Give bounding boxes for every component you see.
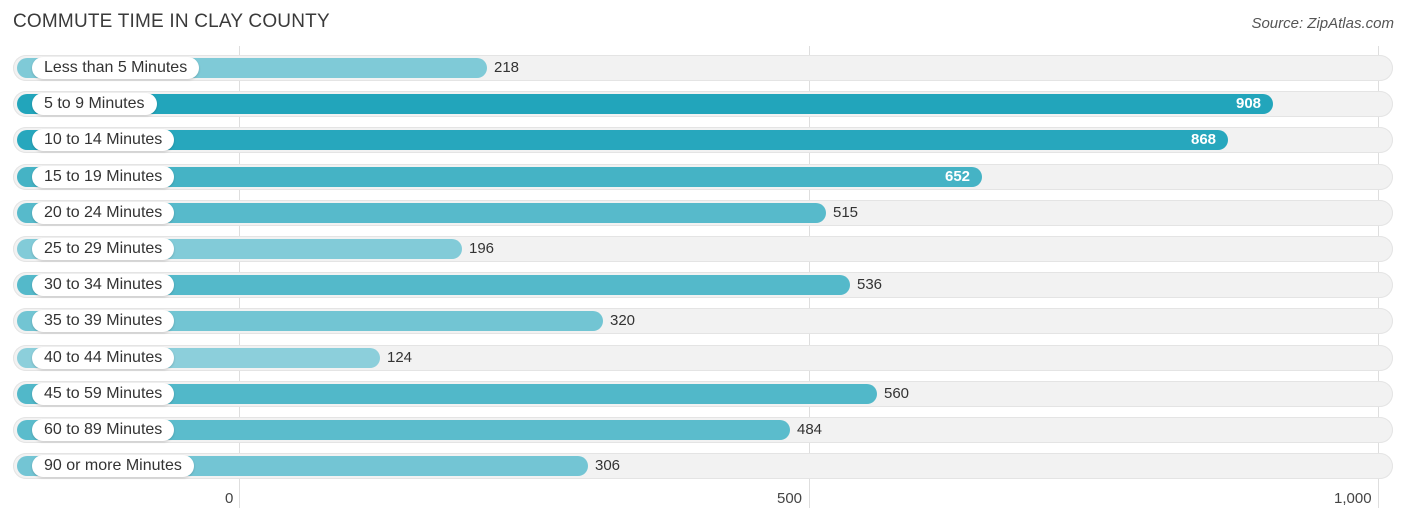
bar	[17, 167, 982, 187]
category-label: Less than 5 Minutes	[32, 57, 200, 79]
value-label: 536	[857, 276, 883, 293]
bar	[17, 203, 826, 223]
value-label: 484	[797, 421, 823, 438]
category-label: 20 to 24 Minutes	[32, 202, 175, 224]
value-label: 908	[1236, 95, 1262, 112]
value-label: 560	[884, 385, 910, 402]
bar	[17, 275, 850, 295]
chart-title: COMMUTE TIME IN CLAY COUNTY	[13, 11, 330, 32]
category-label: 35 to 39 Minutes	[32, 310, 175, 332]
bar	[17, 384, 877, 404]
category-label: 40 to 44 Minutes	[32, 347, 175, 369]
category-label: 90 or more Minutes	[32, 455, 194, 477]
bar	[17, 94, 1273, 114]
chart-source: Source: ZipAtlas.com	[1251, 15, 1394, 32]
category-label: 25 to 29 Minutes	[32, 238, 175, 260]
x-tick-label: 1,000	[1334, 490, 1372, 507]
value-label: 868	[1191, 131, 1217, 148]
value-label: 218	[494, 59, 520, 76]
x-tick-label: 0	[225, 490, 234, 507]
category-label: 5 to 9 Minutes	[32, 93, 157, 115]
category-label: 45 to 59 Minutes	[32, 383, 175, 405]
category-label: 10 to 14 Minutes	[32, 129, 175, 151]
value-label: 124	[387, 349, 413, 366]
bar	[17, 130, 1228, 150]
value-label: 196	[469, 240, 495, 257]
value-label: 320	[610, 312, 636, 329]
category-label: 30 to 34 Minutes	[32, 274, 175, 296]
x-tick-label: 500	[777, 490, 803, 507]
value-label: 515	[833, 204, 859, 221]
category-label: 60 to 89 Minutes	[32, 419, 175, 441]
category-label: 15 to 19 Minutes	[32, 166, 175, 188]
value-label: 652	[945, 168, 971, 185]
value-label: 306	[595, 457, 621, 474]
bar	[17, 420, 790, 440]
